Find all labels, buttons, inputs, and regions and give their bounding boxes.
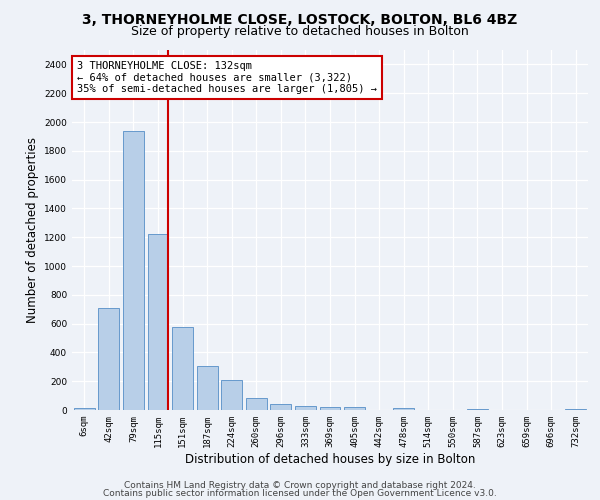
- Bar: [148, 234, 169, 410]
- Bar: [320, 407, 340, 410]
- X-axis label: Distribution of detached houses by size in Bolton: Distribution of detached houses by size …: [185, 452, 475, 466]
- Text: Size of property relative to detached houses in Bolton: Size of property relative to detached ho…: [131, 25, 469, 38]
- Bar: [271, 404, 292, 410]
- Bar: [123, 130, 144, 410]
- Text: 3, THORNEYHOLME CLOSE, LOSTOCK, BOLTON, BL6 4BZ: 3, THORNEYHOLME CLOSE, LOSTOCK, BOLTON, …: [82, 12, 518, 26]
- Bar: [467, 408, 488, 410]
- Bar: [221, 380, 242, 410]
- Bar: [344, 407, 365, 410]
- Bar: [393, 408, 414, 410]
- Text: Contains HM Land Registry data © Crown copyright and database right 2024.: Contains HM Land Registry data © Crown c…: [124, 481, 476, 490]
- Bar: [98, 308, 119, 410]
- Bar: [246, 398, 267, 410]
- Bar: [197, 366, 218, 410]
- Bar: [74, 408, 95, 410]
- Bar: [172, 327, 193, 410]
- Bar: [295, 406, 316, 410]
- Text: Contains public sector information licensed under the Open Government Licence v3: Contains public sector information licen…: [103, 488, 497, 498]
- Y-axis label: Number of detached properties: Number of detached properties: [26, 137, 38, 323]
- Text: 3 THORNEYHOLME CLOSE: 132sqm
← 64% of detached houses are smaller (3,322)
35% of: 3 THORNEYHOLME CLOSE: 132sqm ← 64% of de…: [77, 61, 377, 94]
